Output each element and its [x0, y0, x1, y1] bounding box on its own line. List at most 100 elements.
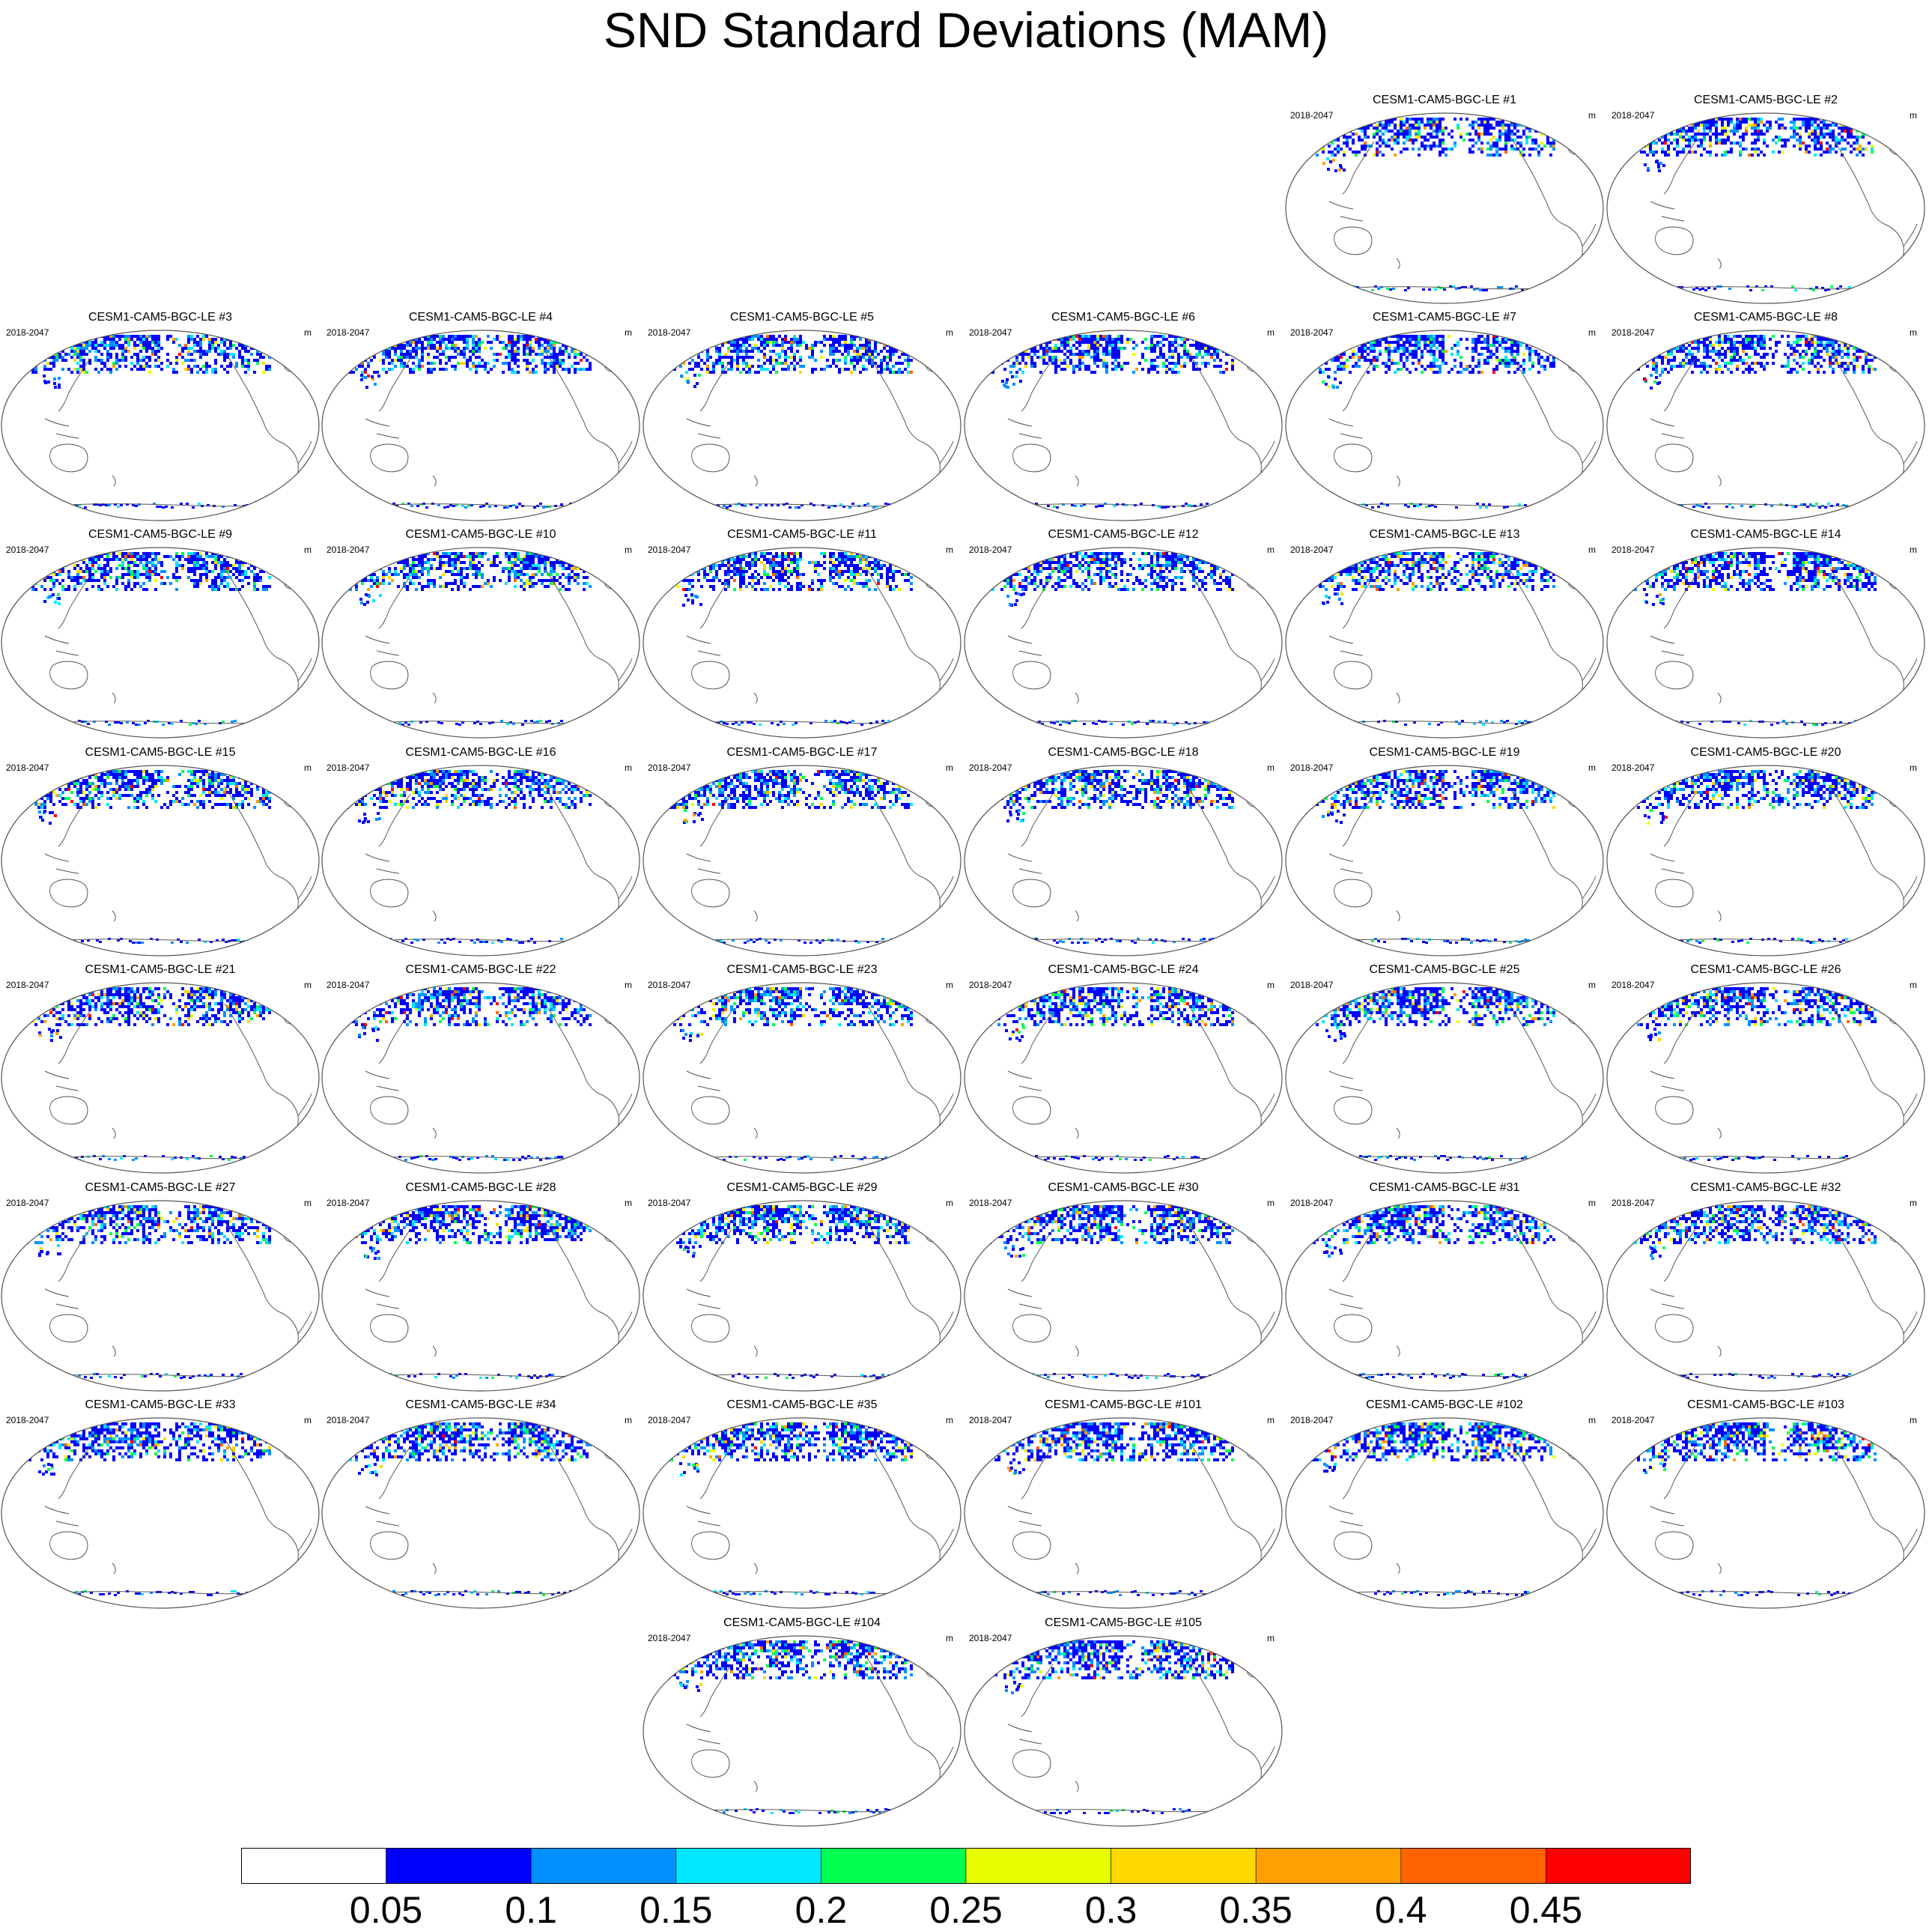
map-border: [643, 1201, 961, 1391]
map: [0, 1199, 321, 1392]
map: [0, 546, 321, 739]
panel-title: CESM1-CAM5-BGC-LE #3: [0, 311, 321, 324]
colorbar-box: [821, 1848, 966, 1884]
coastlines: [1008, 1222, 1275, 1382]
coastlines: [687, 1439, 953, 1599]
map: [1284, 546, 1605, 739]
map: [1606, 764, 1926, 957]
map: [321, 1416, 641, 1610]
panel-title: CESM1-CAM5-BGC-LE #29: [642, 1181, 962, 1195]
coastlines: [1650, 786, 1917, 947]
panel-title: CESM1-CAM5-BGC-LE #20: [1606, 746, 1926, 760]
map: [963, 546, 1284, 739]
snow-field: [664, 770, 923, 944]
snow-field: [343, 335, 602, 509]
map: [963, 1416, 1284, 1610]
snow-field: [1307, 335, 1569, 509]
map: [963, 764, 1284, 957]
map: [1606, 112, 1926, 305]
coastlines: [1329, 1439, 1596, 1599]
map: [1284, 112, 1605, 305]
coastlines: [365, 569, 632, 729]
map-border: [1607, 548, 1925, 738]
coastlines: [1650, 1004, 1917, 1164]
coastlines: [687, 786, 953, 947]
map: [642, 329, 962, 522]
snow-field: [1628, 118, 1887, 291]
coastlines: [1008, 1004, 1275, 1164]
coastlines: [1650, 1439, 1917, 1599]
map: [0, 981, 321, 1174]
panel-title: CESM1-CAM5-BGC-LE #8: [1606, 311, 1926, 324]
panel-title: CESM1-CAM5-BGC-LE #4: [321, 311, 641, 324]
panel-title: CESM1-CAM5-BGC-LE #101: [963, 1398, 1284, 1412]
snow-field: [22, 552, 285, 726]
panel-title: CESM1-CAM5-BGC-LE #7: [1284, 311, 1605, 324]
map: [321, 764, 641, 957]
coastlines: [1650, 569, 1917, 729]
panel-title: CESM1-CAM5-BGC-LE #105: [963, 1616, 1284, 1630]
map: [642, 1634, 962, 1828]
colorbar-box: [531, 1848, 676, 1884]
snow-field: [1307, 987, 1569, 1161]
panel-title: CESM1-CAM5-BGC-LE #21: [0, 963, 321, 977]
snow-field: [1307, 552, 1569, 726]
map: [1284, 764, 1605, 957]
coastlines: [1008, 569, 1275, 729]
map: [321, 546, 641, 739]
coastlines: [1329, 351, 1596, 512]
colorbar-box: [1401, 1848, 1546, 1884]
panel-title: CESM1-CAM5-BGC-LE #2: [1606, 94, 1926, 107]
coastlines: [45, 786, 312, 947]
panel-title: CESM1-CAM5-BGC-LE #26: [1606, 963, 1926, 977]
colorbar-tick-label: 0.1: [505, 1889, 557, 1931]
snow-field: [985, 1205, 1248, 1379]
colorbar-box: [1111, 1848, 1257, 1884]
colorbar-box: [966, 1848, 1111, 1884]
map: [321, 1199, 641, 1392]
colorbar-box: [676, 1848, 821, 1884]
panel-title: CESM1-CAM5-BGC-LE #28: [321, 1181, 641, 1195]
panel-title: CESM1-CAM5-BGC-LE #35: [642, 1398, 962, 1412]
coastlines: [1008, 786, 1275, 947]
colorbar-tick-label: 0.2: [795, 1889, 848, 1931]
colorbar-tick-label: 0.4: [1375, 1889, 1427, 1931]
coastlines: [365, 1222, 632, 1382]
coastlines: [365, 1439, 632, 1599]
coastlines: [45, 351, 312, 512]
panel-title: CESM1-CAM5-BGC-LE #23: [642, 963, 962, 977]
map: [642, 981, 962, 1174]
snow-field: [1628, 335, 1887, 509]
panel-title: CESM1-CAM5-BGC-LE #31: [1284, 1181, 1605, 1195]
coastlines: [1329, 569, 1596, 729]
coastlines: [1008, 351, 1275, 512]
snow-field: [1628, 1422, 1887, 1596]
map-border: [1, 1418, 319, 1608]
coastlines: [45, 1439, 312, 1599]
coastlines: [687, 1222, 953, 1382]
panel-title: CESM1-CAM5-BGC-LE #12: [963, 528, 1284, 542]
map: [642, 764, 962, 957]
map-border: [1286, 766, 1603, 956]
map: [0, 329, 321, 522]
snow-field: [985, 552, 1242, 726]
snow-field: [343, 987, 605, 1161]
panel-title: CESM1-CAM5-BGC-LE #1: [1284, 94, 1605, 107]
snow-field: [985, 1422, 1248, 1596]
